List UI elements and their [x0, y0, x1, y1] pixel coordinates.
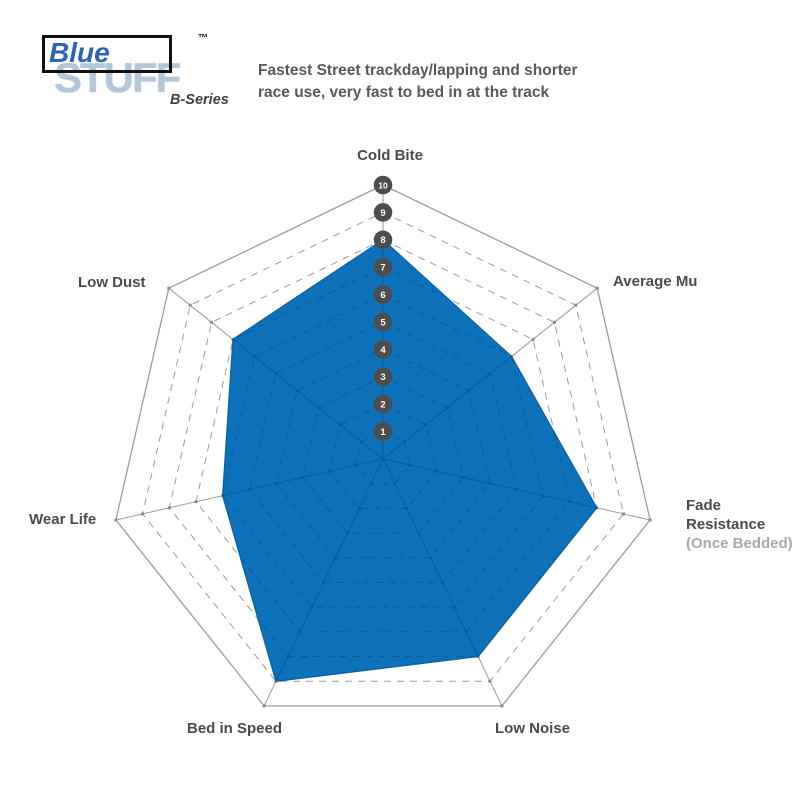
product-description: Fastest Street trackday/lapping and shor… [258, 60, 678, 104]
axis-label-fade-resistance: Fade Resistance (Once Bedded) [686, 496, 793, 553]
data-polygon [221, 238, 598, 682]
scale-marker-label: 6 [380, 290, 385, 301]
bluestuff-logo: STUFF Blue ™ B-Series [40, 30, 260, 115]
trademark-symbol: ™ [198, 33, 208, 44]
fade-label-line1: Fade [686, 497, 722, 514]
scale-marker-label: 10 [378, 180, 388, 190]
scale-marker-label: 2 [380, 400, 385, 411]
axis-label-low-noise: Low Noise [495, 720, 571, 737]
description-line-2: race use, very fast to bed in at the tra… [258, 84, 550, 101]
scale-marker-label: 8 [380, 235, 385, 246]
axis-label-low-dust: Low Dust [78, 274, 146, 291]
logo-frame [42, 35, 172, 73]
scale-marker-label: 3 [380, 372, 385, 383]
scale-marker-label: 5 [380, 317, 386, 328]
axis-label-bed-in-speed: Bed in Speed [187, 720, 283, 737]
axis-label-average-mu: Average Mu [613, 273, 698, 290]
scale-marker-label: 9 [380, 208, 385, 219]
scale-marker-label: 7 [380, 263, 385, 274]
description-line-1: Fastest Street trackday/lapping and shor… [258, 62, 578, 79]
scale-markers: 10 9 8 7 6 5 4 3 2 1 [373, 175, 393, 441]
axis-label-cold-bite: Cold Bite [357, 147, 423, 164]
fade-label-note: (Once Bedded) [686, 535, 793, 552]
axis-label-wear-life: Wear Life [29, 511, 97, 528]
logo-series-label: B-Series [170, 92, 229, 108]
logo-word-stuff: STUFF [54, 54, 181, 101]
fade-label-line2: Resistance [686, 516, 766, 533]
scale-marker-label: 4 [380, 345, 386, 356]
logo-word-blue: Blue [49, 37, 110, 68]
scale-marker-label: 1 [380, 427, 386, 438]
